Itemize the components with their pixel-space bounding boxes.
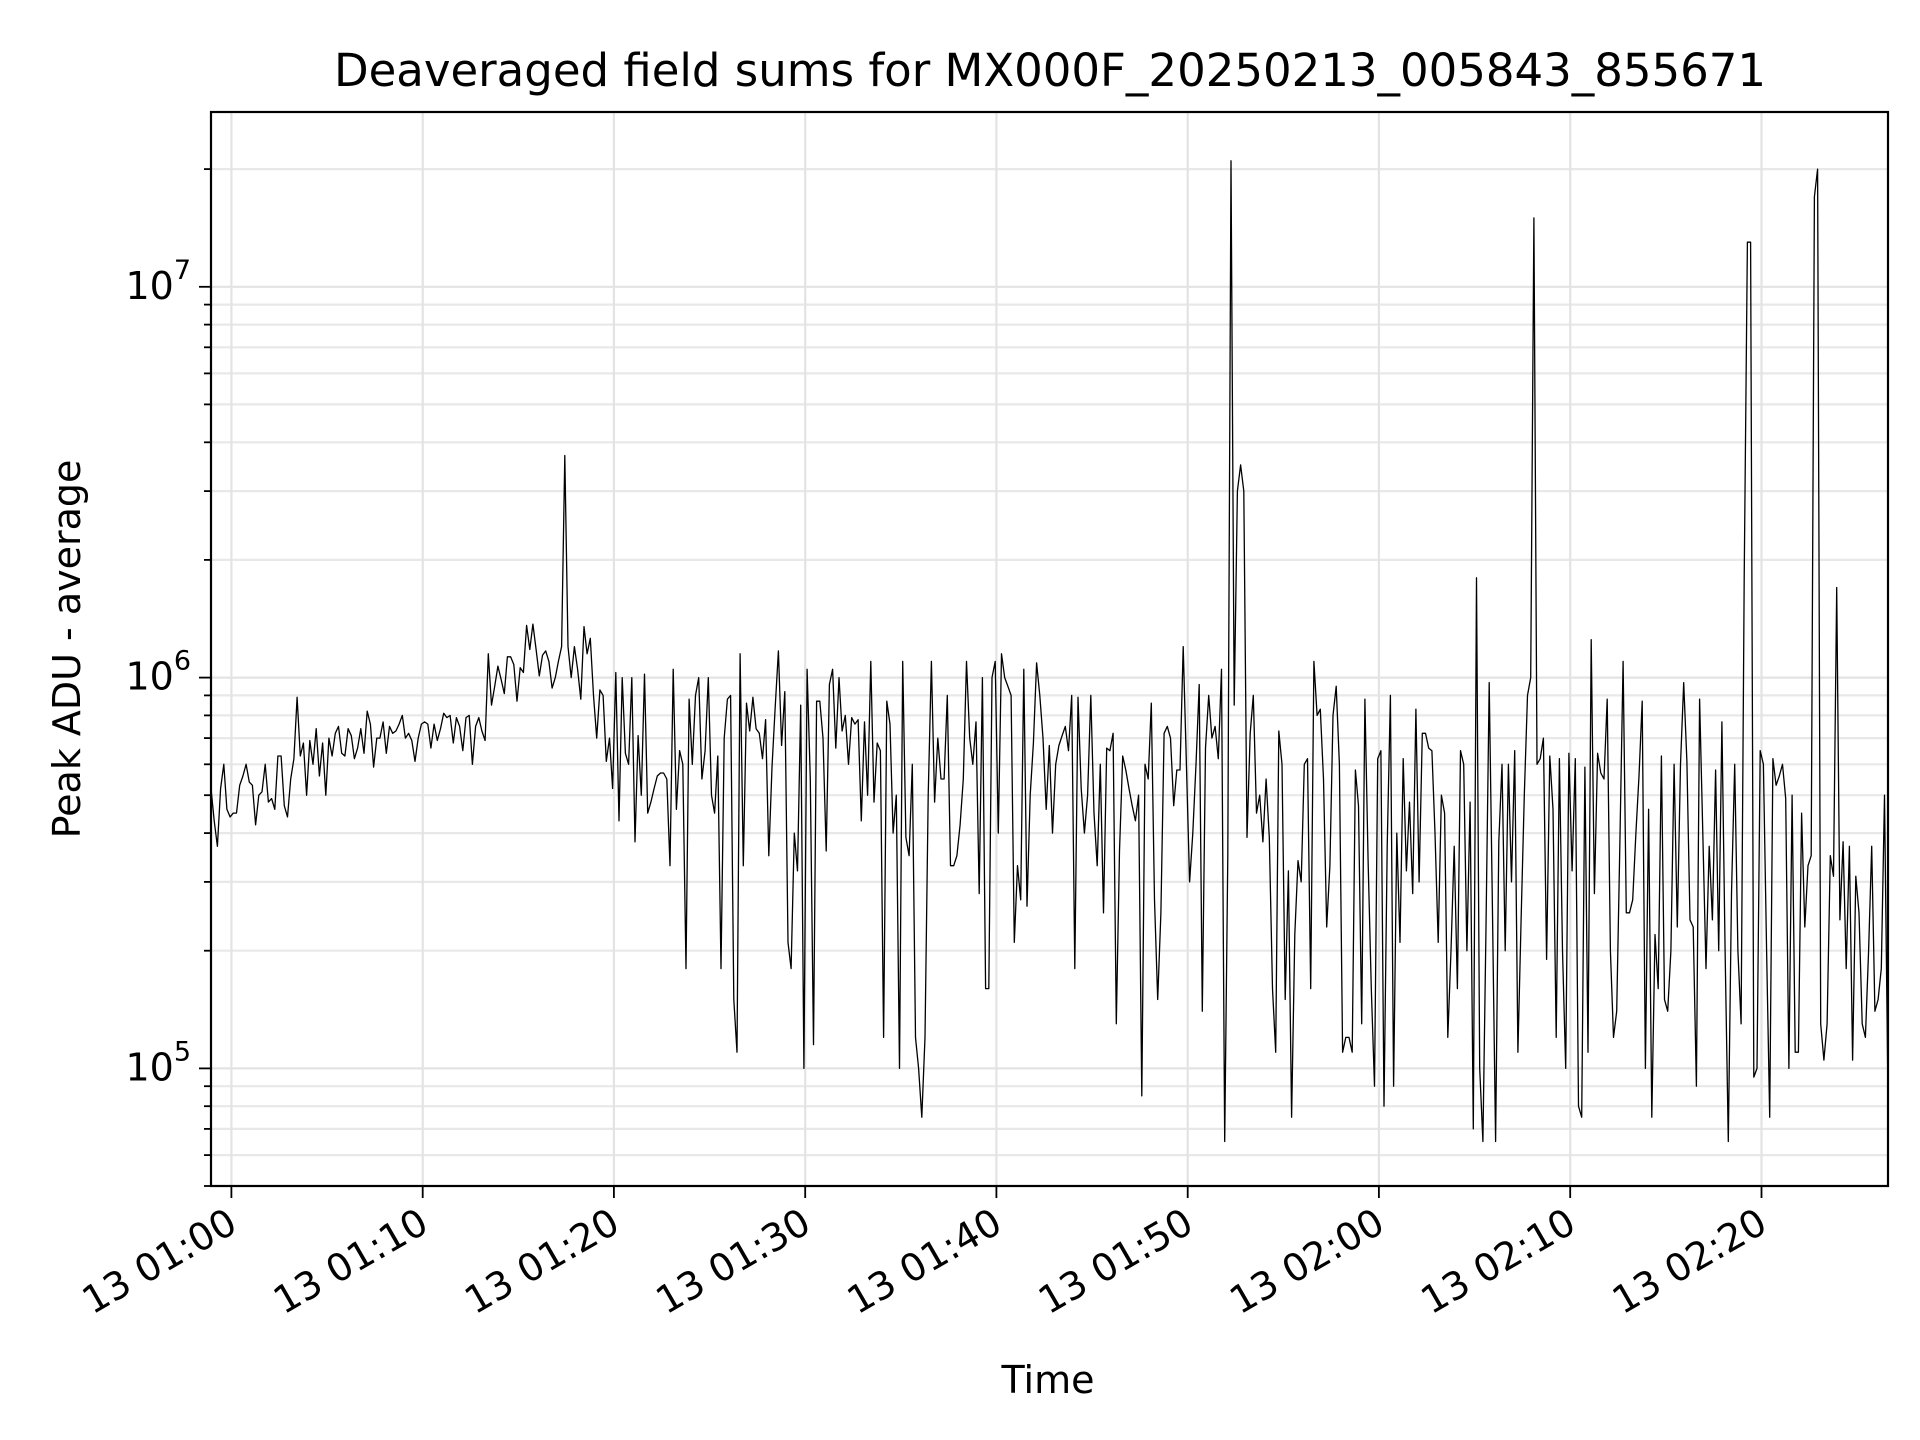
x-tick-label: 13 02:20	[1605, 1200, 1774, 1323]
y-tick-label: 107	[125, 255, 191, 308]
x-tick-label: 13 01:30	[649, 1200, 818, 1323]
y-tick-label: 106	[125, 646, 191, 699]
x-tick-label: 13 02:10	[1414, 1200, 1583, 1323]
x-tick-labels: 13 01:00 13 01:10 13 01:20 13 01:30 13 01:40…	[75, 1200, 1774, 1323]
x-tick-label: 13 01:20	[457, 1200, 626, 1323]
x-tick-label: 13 01:40	[840, 1200, 1009, 1323]
y-axis-label: Peak ADU - average	[45, 460, 89, 839]
chart-title: Deaveraged field sums for MX000F_2025021…	[334, 44, 1766, 97]
x-axis-label: Time	[1001, 1358, 1095, 1402]
x-tick-label: 13 01:50	[1031, 1200, 1200, 1323]
plot-frame	[209, 110, 1890, 1188]
series-line	[211, 160, 1888, 1143]
x-tick-label: 13 01:10	[266, 1200, 435, 1323]
y-tick-label: 105	[125, 1036, 191, 1089]
grid	[211, 112, 1888, 1188]
x-tick-label: 13 02:00	[1222, 1200, 1391, 1323]
x-tick-label: 13 01:00	[75, 1200, 244, 1323]
y-tick-labels: 105 106 107	[125, 255, 191, 1090]
axis-ticks	[199, 168, 1763, 1198]
